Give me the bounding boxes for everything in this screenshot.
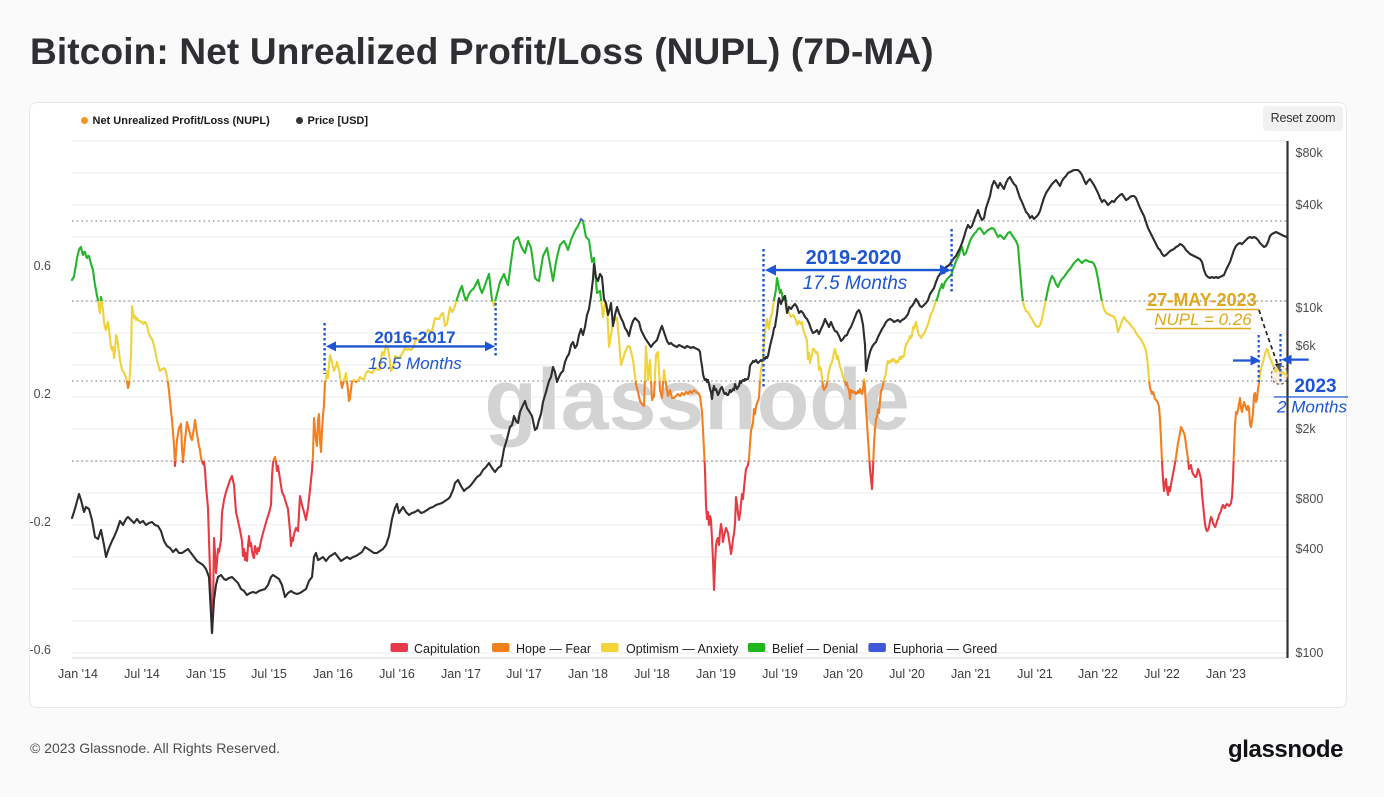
- svg-text:$6k: $6k: [1296, 339, 1317, 353]
- svg-text:Jan '18: Jan '18: [568, 667, 608, 681]
- svg-text:-0.6: -0.6: [29, 643, 51, 657]
- svg-text:Capitulation: Capitulation: [414, 642, 480, 656]
- svg-text:27-MAY-2023: 27-MAY-2023: [1147, 290, 1256, 310]
- svg-text:Jan '16: Jan '16: [313, 667, 353, 681]
- svg-text:$40k: $40k: [1296, 198, 1324, 212]
- svg-text:Jul '21: Jul '21: [1017, 667, 1053, 681]
- svg-text:Jan '20: Jan '20: [823, 667, 863, 681]
- svg-text:$2k: $2k: [1296, 422, 1317, 436]
- svg-text:$10k: $10k: [1296, 301, 1324, 315]
- svg-text:2019-2020: 2019-2020: [806, 247, 902, 269]
- svg-text:Jan '21: Jan '21: [951, 667, 991, 681]
- svg-text:Jul '14: Jul '14: [124, 667, 160, 681]
- svg-text:2 Months: 2 Months: [1276, 398, 1347, 417]
- svg-text:17.5 Months: 17.5 Months: [803, 273, 908, 294]
- svg-text:Hope — Fear: Hope — Fear: [516, 642, 591, 656]
- svg-text:Jul '16: Jul '16: [379, 667, 415, 681]
- svg-text:glassnode: glassnode: [484, 352, 909, 448]
- svg-text:Jan '17: Jan '17: [441, 667, 481, 681]
- svg-text:Jan '15: Jan '15: [186, 667, 226, 681]
- svg-text:Jan '23: Jan '23: [1206, 667, 1246, 681]
- svg-text:-0.2: -0.2: [29, 515, 51, 529]
- svg-text:Euphoria — Greed: Euphoria — Greed: [893, 642, 997, 656]
- svg-text:NUPL = 0.26: NUPL = 0.26: [1154, 310, 1252, 329]
- svg-text:Jul '15: Jul '15: [251, 667, 287, 681]
- svg-text:Belief — Denial: Belief — Denial: [772, 642, 858, 656]
- svg-text:Jul '17: Jul '17: [506, 667, 542, 681]
- svg-text:Optimism — Anxiety: Optimism — Anxiety: [626, 642, 739, 656]
- svg-text:16.5 Months: 16.5 Months: [368, 354, 462, 373]
- svg-text:Jul '19: Jul '19: [762, 667, 798, 681]
- svg-text:0.6: 0.6: [34, 259, 51, 273]
- svg-text:Jul '22: Jul '22: [1144, 667, 1180, 681]
- svg-text:Jul '18: Jul '18: [634, 667, 670, 681]
- svg-text:Jan '14: Jan '14: [58, 667, 98, 681]
- svg-text:Jan '22: Jan '22: [1078, 667, 1118, 681]
- svg-text:$400: $400: [1296, 542, 1324, 556]
- svg-text:Jul '20: Jul '20: [889, 667, 925, 681]
- svg-text:$80k: $80k: [1296, 146, 1324, 160]
- svg-text:Jan '19: Jan '19: [696, 667, 736, 681]
- svg-text:0.2: 0.2: [34, 387, 51, 401]
- svg-text:$100: $100: [1296, 646, 1324, 660]
- svg-text:2023: 2023: [1294, 376, 1336, 397]
- svg-text:2016-2017: 2016-2017: [374, 328, 455, 347]
- svg-text:$800: $800: [1296, 492, 1324, 506]
